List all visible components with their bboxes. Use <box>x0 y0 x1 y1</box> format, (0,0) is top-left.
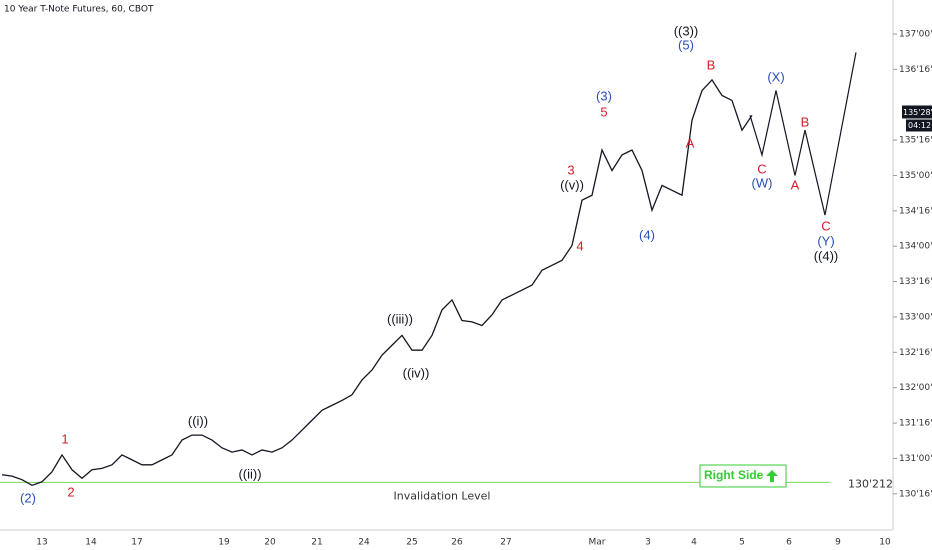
right-side-box <box>699 464 787 488</box>
x-tick-label: 27 <box>500 538 511 548</box>
wave-label: ((iii)) <box>387 311 413 326</box>
wave-label: ((v)) <box>560 177 584 192</box>
x-tick-label: 5 <box>739 538 745 548</box>
y-tick-label: 130'16'0 <box>899 489 932 499</box>
wave-label: 1 <box>61 431 68 446</box>
y-tick-label: 134'00'0 <box>899 242 932 252</box>
x-tick-label: 13 <box>36 538 47 548</box>
wave-label: 2 <box>67 484 74 499</box>
y-tick-label: 132'16'0 <box>899 348 932 358</box>
last-price-label: 135'28'5 <box>903 108 932 117</box>
wave-label: ((iv)) <box>403 365 430 380</box>
y-tick-label: 135'16'0 <box>899 136 932 146</box>
wave-label: A <box>686 135 695 150</box>
wave-label: (W) <box>752 175 773 190</box>
y-tick-label: 131'16'0 <box>899 419 932 429</box>
wave-label: ((ii)) <box>238 466 261 481</box>
wave-label: 4 <box>576 238 583 253</box>
wave-label: ((3)) <box>674 23 699 38</box>
wave-label: 3 <box>567 162 574 177</box>
x-tick-label: 6 <box>786 538 792 548</box>
x-tick-label: 3 <box>645 538 651 548</box>
invalidation-text: Invalidation Level <box>394 489 491 502</box>
wave-label: (X) <box>767 69 784 84</box>
invalidation-value: 130'212 <box>848 477 893 490</box>
wave-label: (4) <box>639 227 655 242</box>
wave-label: C <box>757 161 766 176</box>
x-tick-label: 17 <box>131 538 142 548</box>
countdown-box <box>906 119 932 132</box>
x-tick-label: 25 <box>406 538 417 548</box>
wave-label: (2) <box>20 490 36 505</box>
x-tick-label: 19 <box>218 538 230 548</box>
up-arrow <box>766 470 778 482</box>
x-tick-label: 9 <box>835 538 841 548</box>
x-tick-label: 21 <box>311 538 322 548</box>
x-tick-label: Mar <box>589 538 606 548</box>
last-price-box <box>902 105 932 119</box>
countdown: 04:12 <box>908 121 931 130</box>
wave-label: ((4)) <box>814 248 839 263</box>
y-tick-label: 132'00'0 <box>899 383 932 393</box>
wave-label: 5 <box>600 104 607 119</box>
wave-label: ((i)) <box>188 413 208 428</box>
y-tick-label: 131'00'0 <box>899 454 932 464</box>
x-tick-label: 26 <box>451 538 463 548</box>
wave-label: C <box>821 218 830 233</box>
right-side-text: Right Side <box>704 468 764 482</box>
wave-label: (5) <box>678 37 694 52</box>
projection-line <box>749 52 857 216</box>
y-tick-label: 134'16'0 <box>899 206 932 216</box>
wave-label: (3) <box>596 88 612 103</box>
x-tick-label: 10 <box>879 538 891 548</box>
chart-title: 10 Year T-Note Futures, 60, CBOT <box>4 5 154 15</box>
y-tick-label: 133'00'0 <box>899 312 932 322</box>
y-tick-label: 135'00'0 <box>899 171 932 181</box>
x-tick-label: 20 <box>264 538 276 548</box>
y-tick-label: 133'16'0 <box>899 277 932 287</box>
wave-label: B <box>801 114 810 129</box>
wave-label: A <box>791 177 800 192</box>
x-tick-label: 14 <box>85 538 97 548</box>
y-tick-label: 136'16'0 <box>899 65 932 75</box>
x-tick-label: 4 <box>691 538 697 548</box>
wave-label: (Y) <box>817 233 834 248</box>
wave-label: B <box>707 57 716 72</box>
price-line <box>1 78 753 487</box>
x-tick-label: 24 <box>358 538 370 548</box>
y-tick-label: 137'00'0 <box>899 29 932 39</box>
